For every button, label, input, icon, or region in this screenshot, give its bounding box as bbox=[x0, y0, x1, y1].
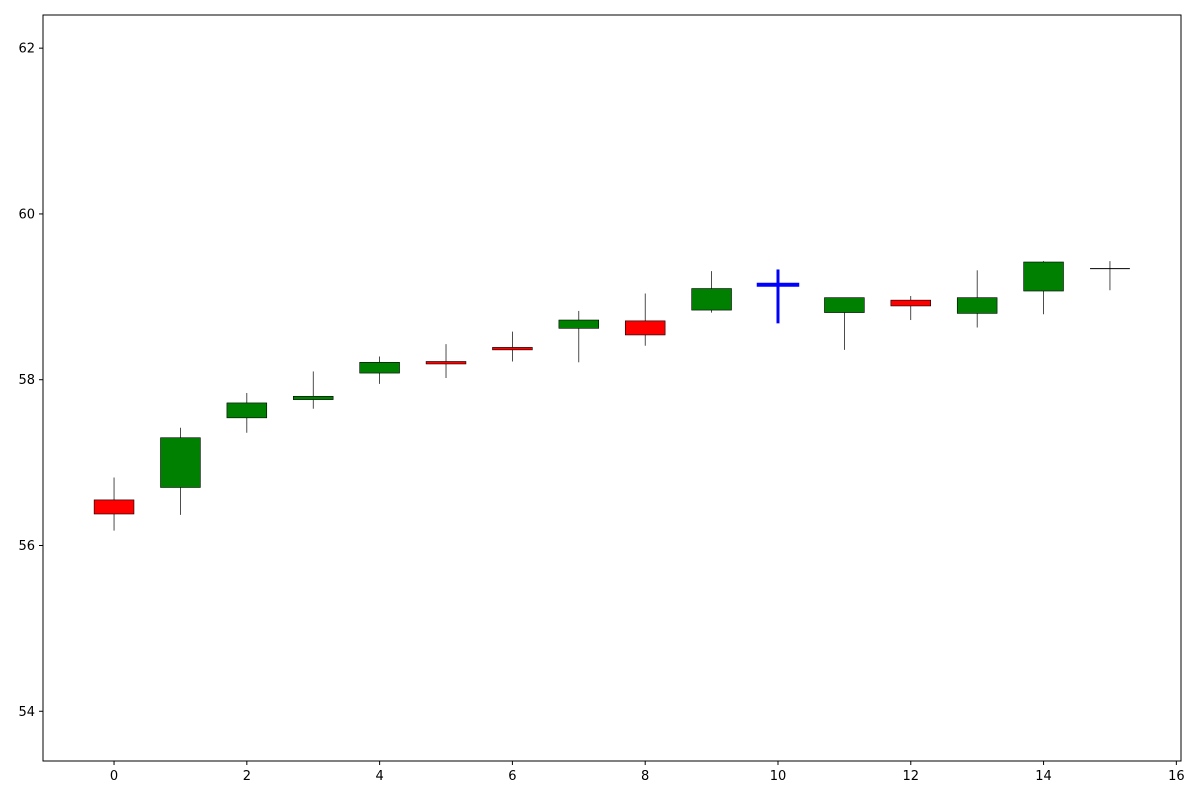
x-tick-label: 4 bbox=[375, 769, 383, 784]
x-tick-label: 8 bbox=[641, 769, 649, 784]
candle-14 bbox=[1023, 261, 1064, 315]
x-tick-label: 12 bbox=[903, 769, 920, 784]
candle-3 bbox=[293, 371, 334, 409]
candle-body bbox=[160, 437, 201, 488]
candle-body bbox=[492, 347, 533, 351]
x-tick-label: 16 bbox=[1168, 769, 1185, 784]
y-axis: 54 56 58 60 62 bbox=[18, 42, 43, 720]
candle-body bbox=[691, 288, 732, 311]
candle-12 bbox=[890, 295, 931, 321]
x-tick-label: 0 bbox=[110, 769, 118, 784]
x-tick-label: 2 bbox=[243, 769, 251, 784]
candle-1 bbox=[160, 427, 201, 515]
y-tick-label: 54 bbox=[18, 705, 35, 720]
x-tick-label: 14 bbox=[1035, 769, 1052, 784]
x-axis: 0 2 4 6 8 10 12 14 16 bbox=[110, 761, 1185, 784]
candle-2 bbox=[226, 392, 268, 433]
candle-11 bbox=[824, 297, 865, 350]
candle-13 bbox=[956, 270, 998, 328]
candle-body bbox=[1023, 261, 1064, 292]
candle-body bbox=[359, 362, 400, 374]
candle-body bbox=[890, 299, 931, 307]
candle-10 bbox=[756, 269, 800, 324]
x-tick-label: 10 bbox=[770, 769, 787, 784]
candle-9 bbox=[691, 271, 732, 313]
candle-4 bbox=[359, 356, 400, 384]
candle-6 bbox=[492, 331, 533, 362]
candles-layer bbox=[93, 261, 1130, 531]
plot-frame bbox=[42, 14, 1182, 762]
candle-body bbox=[624, 320, 666, 336]
candle-8 bbox=[624, 293, 666, 346]
y-tick-label: 58 bbox=[18, 373, 35, 388]
candle-5 bbox=[425, 344, 467, 379]
y-tick-label: 56 bbox=[18, 539, 35, 554]
candle-body bbox=[824, 297, 865, 313]
candle-body bbox=[425, 361, 467, 365]
candle-0 bbox=[93, 477, 135, 531]
y-tick-label: 60 bbox=[18, 207, 35, 222]
candle-7 bbox=[558, 310, 600, 363]
candle-body bbox=[558, 319, 600, 329]
x-tick-label: 6 bbox=[508, 769, 516, 784]
candle-body bbox=[226, 402, 268, 419]
candle-body bbox=[93, 499, 135, 515]
candle-15 bbox=[1090, 261, 1130, 291]
candle-body bbox=[956, 297, 998, 314]
y-tick-label: 62 bbox=[18, 42, 35, 57]
candle-body bbox=[293, 395, 334, 400]
